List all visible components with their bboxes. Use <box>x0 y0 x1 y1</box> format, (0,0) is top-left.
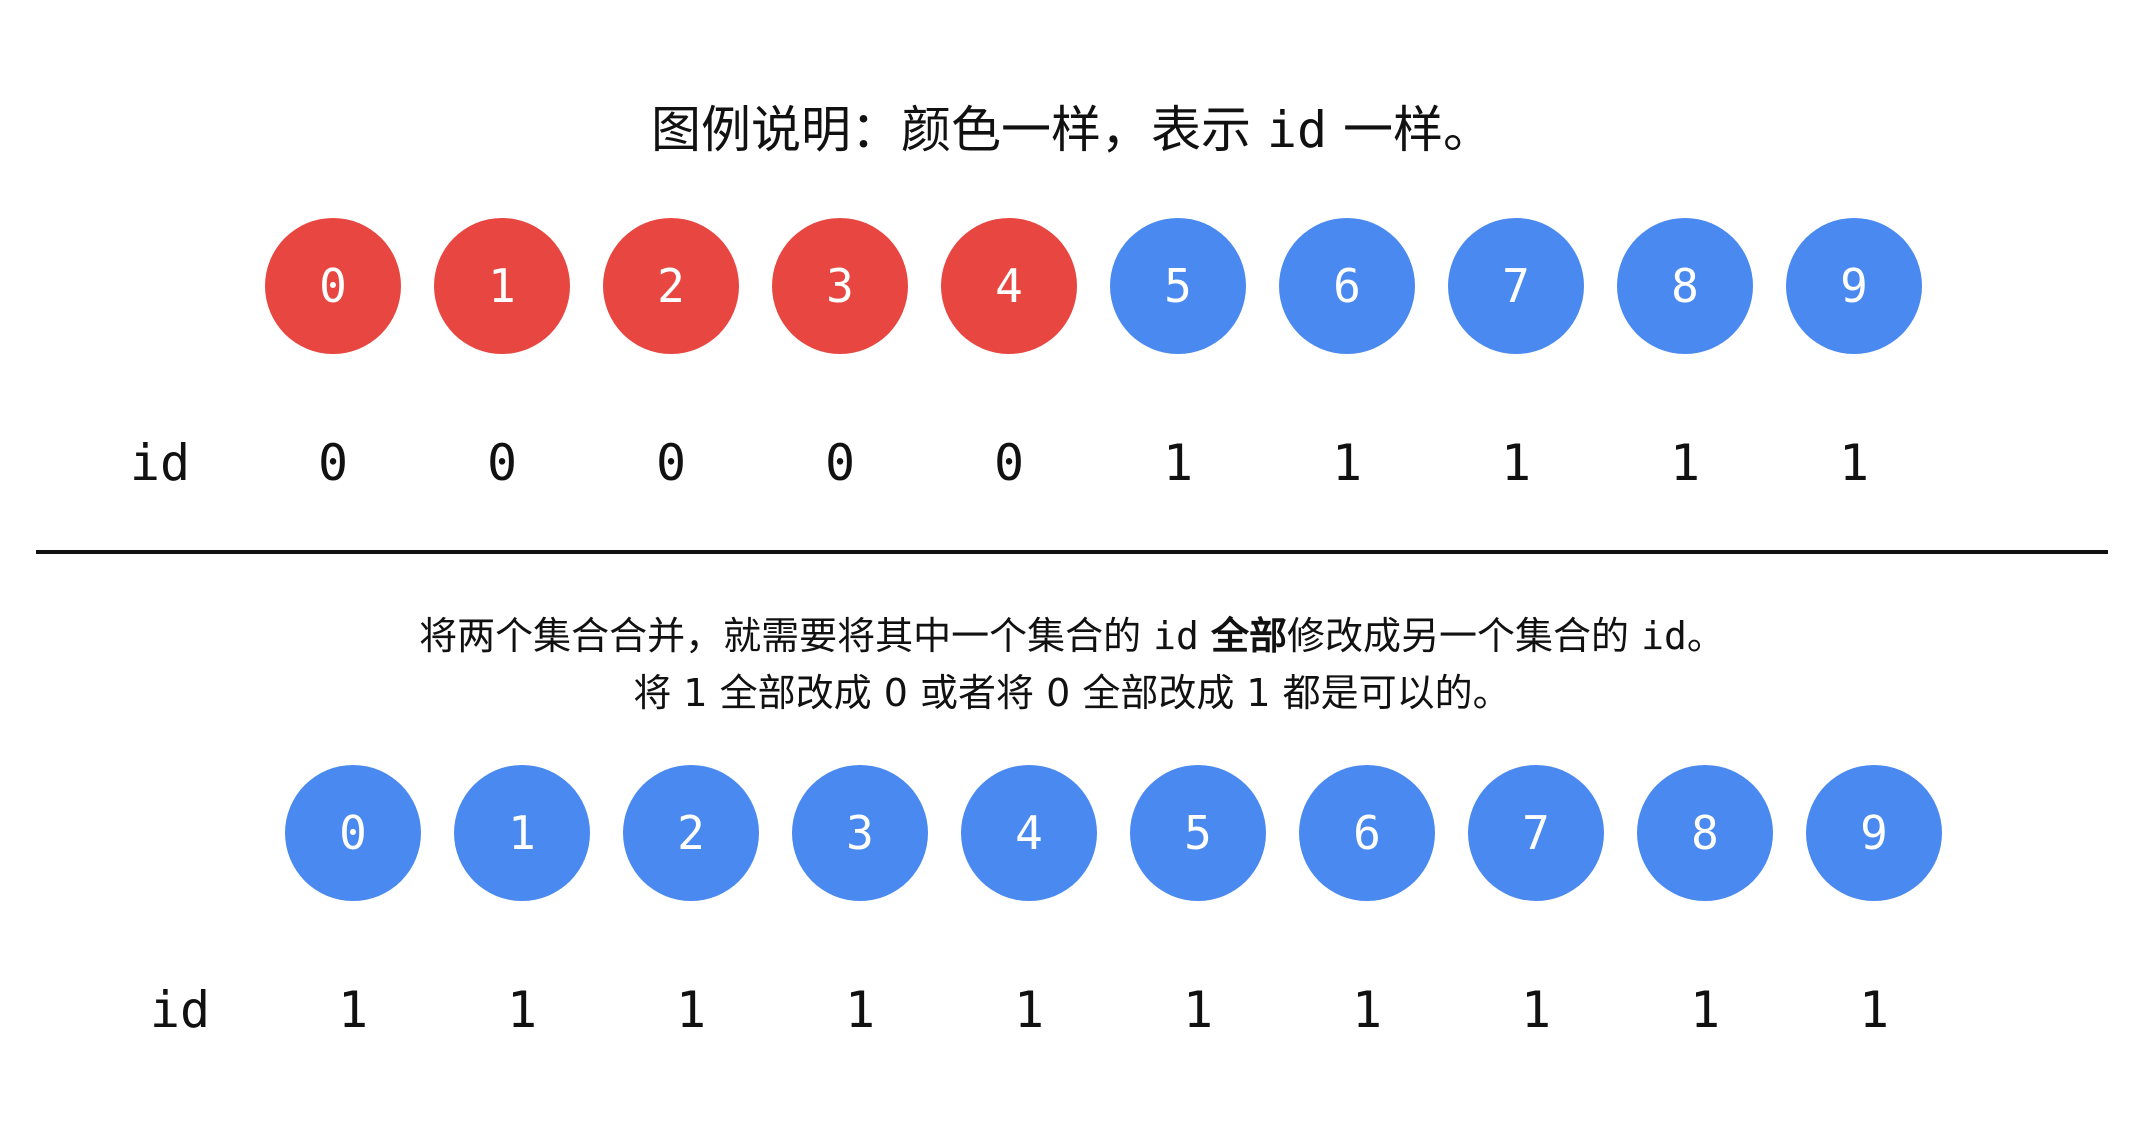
bottom-id-value: 1 <box>1858 981 1890 1039</box>
bottom-node-2: 2 <box>623 765 759 901</box>
top-id-value: 1 <box>1331 434 1363 492</box>
bottom-node-5: 5 <box>1130 765 1266 901</box>
legend-title-code: id <box>1266 101 1328 159</box>
top-node-6: 6 <box>1279 218 1415 354</box>
description-line-1: 将两个集合合并，就需要将其中一个集合的 id 全部修改成另一个集合的 id。 <box>0 608 2144 664</box>
bottom-node-label: 5 <box>1184 806 1212 860</box>
top-node-2: 2 <box>603 218 739 354</box>
description-line-1-d: 。 <box>1686 614 1725 658</box>
description-line-1-code1: id <box>1153 614 1199 658</box>
top-node-label: 7 <box>1502 259 1530 313</box>
bottom-node-label: 8 <box>1691 806 1719 860</box>
top-node-label: 0 <box>319 259 347 313</box>
description-line-1-code2: id <box>1641 614 1687 658</box>
bottom-node-8: 8 <box>1637 765 1773 901</box>
bottom-id-value: 1 <box>1520 981 1552 1039</box>
bottom-id-value: 1 <box>1351 981 1383 1039</box>
bottom-node-label: 4 <box>1015 806 1043 860</box>
bottom-id-row-label: id <box>149 981 211 1039</box>
description-line-2: 将 1 全部改成 0 或者将 0 全部改成 1 都是可以的。 <box>633 671 1511 715</box>
top-node-label: 2 <box>657 259 685 313</box>
top-node-label: 5 <box>1164 259 1192 313</box>
legend-title: 图例说明：颜色一样，表示 id 一样。 <box>0 95 2144 165</box>
top-node-0: 0 <box>265 218 401 354</box>
legend-title-part2: 一样。 <box>1327 101 1494 159</box>
bottom-node-label: 6 <box>1353 806 1381 860</box>
bottom-node-4: 4 <box>961 765 1097 901</box>
top-node-9: 9 <box>1786 218 1922 354</box>
top-id-value: 1 <box>1669 434 1701 492</box>
bottom-node-label: 0 <box>339 806 367 860</box>
legend-title-part1: 图例说明：颜色一样，表示 <box>650 101 1267 159</box>
bottom-node-label: 3 <box>846 806 874 860</box>
bottom-node-label: 9 <box>1860 806 1888 860</box>
bottom-id-value: 1 <box>337 981 369 1039</box>
bottom-node-3: 3 <box>792 765 928 901</box>
bottom-node-7: 7 <box>1468 765 1604 901</box>
bottom-node-1: 1 <box>454 765 590 901</box>
top-id-value: 0 <box>993 434 1025 492</box>
top-id-value: 0 <box>655 434 687 492</box>
top-id-value: 1 <box>1162 434 1194 492</box>
top-id-row-label: id <box>129 434 191 492</box>
top-node-3: 3 <box>772 218 908 354</box>
top-node-label: 6 <box>1333 259 1361 313</box>
bottom-id-value: 1 <box>1182 981 1214 1039</box>
section-divider <box>36 550 2108 554</box>
top-node-7: 7 <box>1448 218 1584 354</box>
bottom-id-value: 1 <box>1689 981 1721 1039</box>
bottom-id-value: 1 <box>844 981 876 1039</box>
top-id-value: 1 <box>1500 434 1532 492</box>
top-node-label: 4 <box>995 259 1023 313</box>
bottom-node-9: 9 <box>1806 765 1942 901</box>
bottom-id-value: 1 <box>1013 981 1045 1039</box>
description-line-1-a: 将两个集合合并，就需要将其中一个集合的 <box>419 614 1154 658</box>
bottom-node-0: 0 <box>285 765 421 901</box>
description-line-1-b <box>1199 614 1211 658</box>
description-line-1-c: 修改成另一个集合的 <box>1287 614 1642 658</box>
top-node-1: 1 <box>434 218 570 354</box>
top-node-label: 9 <box>1840 259 1868 313</box>
top-node-label: 8 <box>1671 259 1699 313</box>
bottom-id-value: 1 <box>506 981 538 1039</box>
bottom-id-value: 1 <box>675 981 707 1039</box>
bottom-node-label: 7 <box>1522 806 1550 860</box>
bottom-node-label: 2 <box>677 806 705 860</box>
top-node-4: 4 <box>941 218 1077 354</box>
top-node-8: 8 <box>1617 218 1753 354</box>
top-node-5: 5 <box>1110 218 1246 354</box>
top-id-value: 0 <box>486 434 518 492</box>
bottom-node-label: 1 <box>508 806 536 860</box>
bottom-node-6: 6 <box>1299 765 1435 901</box>
top-node-label: 3 <box>826 259 854 313</box>
description-line-1-bold: 全部 <box>1211 614 1288 658</box>
top-id-value: 0 <box>824 434 856 492</box>
top-id-value: 1 <box>1838 434 1870 492</box>
top-id-value: 0 <box>317 434 349 492</box>
top-node-label: 1 <box>488 259 516 313</box>
